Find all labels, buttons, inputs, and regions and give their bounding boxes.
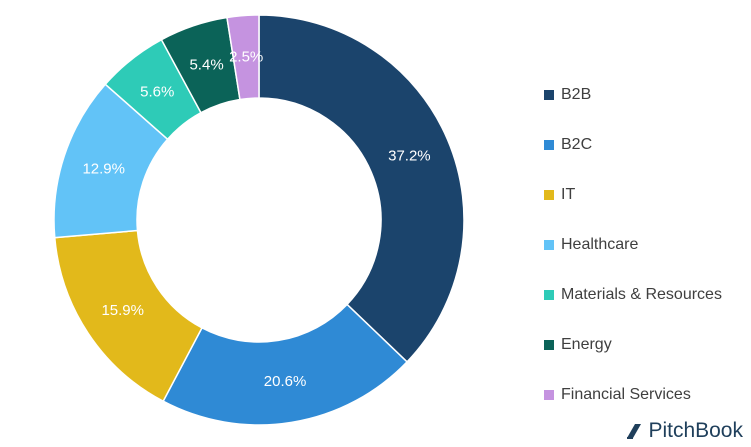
legend-item-financial-services: Financial Services [544,370,722,420]
legend-item-healthcare: Healthcare [544,220,722,270]
donut-data-labels: 37.2% 20.6% 15.9% 12.9% 5.6% 5.4% 2.5% [82,49,430,390]
slice-financial-services [226,14,260,101]
legend-label: Materials & Resources [561,286,722,303]
legend-item-materials-resources: Materials & Resources [544,270,722,320]
legend-label: IT [561,186,576,203]
legend-item-it: IT [544,170,722,220]
legend: B2B B2C IT Healthcare Materials & Resources E… [544,70,722,420]
data-label-healthcare: 12.9% [82,160,125,177]
donut-slices [53,14,465,426]
data-label-energy: 5.4% [189,57,223,74]
data-label-b2b: 37.2% [388,147,431,164]
legend-swatch [544,390,554,400]
legend-label: Healthcare [561,236,639,253]
legend-item-b2c: B2C [544,120,722,170]
legend-item-b2b: B2B [544,70,722,120]
data-label-financial-services: 2.5% [229,49,263,66]
slice-b2c [162,303,409,426]
pitchbook-logo-icon [627,424,642,439]
legend-label: Financial Services [561,386,691,403]
legend-label: B2C [561,136,593,153]
watermark-text: PitchBook [648,419,743,442]
pitchbook-watermark: PitchBook [624,419,743,443]
slice-b2b [258,14,465,363]
legend-swatch [544,290,554,300]
data-label-materials-resources: 5.6% [140,84,174,101]
legend-label: Energy [561,336,612,353]
legend-swatch [544,340,554,350]
legend-swatch [544,190,554,200]
data-label-b2c: 20.6% [264,373,307,390]
data-label-it: 15.9% [101,302,144,319]
legend-item-energy: Energy [544,320,722,370]
legend-label: B2B [561,86,592,103]
legend-swatch [544,140,554,150]
legend-swatch [544,90,554,100]
legend-swatch [544,240,554,250]
